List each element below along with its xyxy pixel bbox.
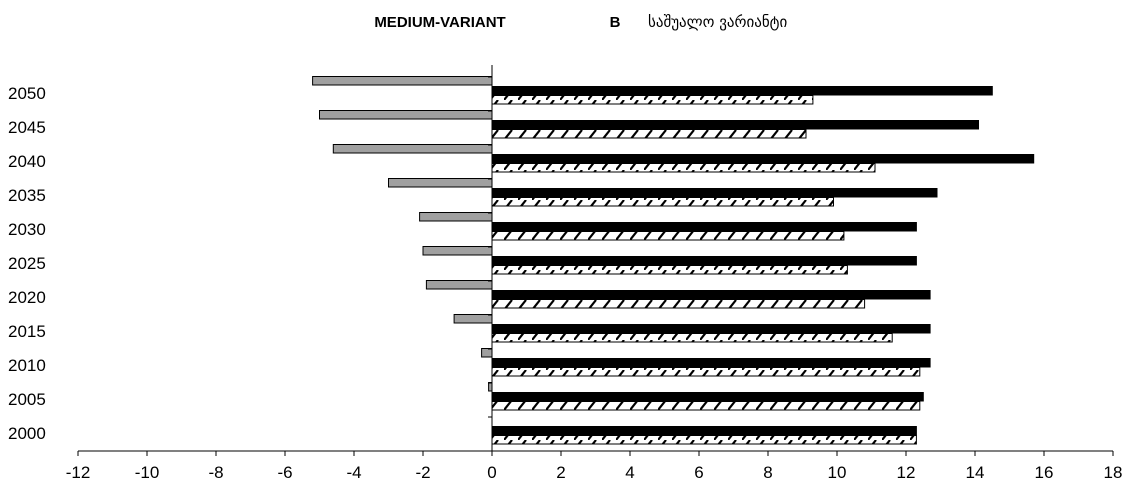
x-tick-label-6: 6	[694, 463, 703, 482]
y-tick-label-2030: 2030	[8, 220, 46, 239]
bar-black-2005	[491, 392, 924, 402]
bar-hatched-2035	[491, 197, 834, 207]
bar-hatched-2000	[491, 435, 917, 445]
x-tick-label-10: 10	[828, 463, 847, 482]
bar-hatched-2005	[491, 401, 921, 411]
y-tick-label-2050: 2050	[8, 84, 46, 103]
bar-black-2020	[491, 290, 931, 300]
x-tick-label-12: 12	[897, 463, 916, 482]
bar-black-2040	[491, 154, 1035, 164]
bar-gray-2020	[425, 280, 493, 290]
y-tick-label-2015: 2015	[8, 322, 46, 341]
x-tick-label--4: -4	[346, 463, 361, 482]
bar-hatched-2010	[491, 367, 921, 377]
y-tick-label-2040: 2040	[8, 152, 46, 171]
y-tick-label-2020: 2020	[8, 288, 46, 307]
x-tick-label--6: -6	[277, 463, 292, 482]
bar-gray-2045	[319, 110, 493, 120]
bar-gray-2010	[481, 348, 493, 358]
y-tick-label-2035: 2035	[8, 186, 46, 205]
bar-black-2030	[491, 222, 917, 232]
y-tick-label-2045: 2045	[8, 118, 46, 137]
x-tick-label-8: 8	[763, 463, 772, 482]
x-tick-label--2: -2	[415, 463, 430, 482]
y-tick-label-2005: 2005	[8, 390, 46, 409]
chart-title-main: MEDIUM-VARIANT	[374, 14, 505, 31]
y-tick-label-2000: 2000	[8, 424, 46, 443]
bar-hatched-2040	[491, 163, 876, 173]
x-tick-label-4: 4	[625, 463, 634, 482]
x-tick-label-2: 2	[556, 463, 565, 482]
bar-black-2025	[491, 256, 917, 266]
x-tick-label-16: 16	[1035, 463, 1054, 482]
x-tick-label--12: -12	[66, 463, 91, 482]
bar-hatched-2045	[491, 129, 807, 139]
bar-black-2050	[491, 86, 993, 96]
bar-gray-2050	[312, 76, 493, 86]
bar-black-2045	[491, 120, 979, 130]
chart-title-variant: B	[610, 14, 621, 31]
bar-hatched-2050	[491, 95, 814, 105]
y-tick-label-2010: 2010	[8, 356, 46, 375]
bar-black-2000	[491, 426, 917, 436]
bar-gray-2015	[453, 314, 493, 324]
bar-gray-2040	[332, 144, 493, 154]
y-tick-label-2025: 2025	[8, 254, 46, 273]
bar-hatched-2030	[491, 231, 845, 241]
bar-black-2010	[491, 358, 931, 368]
bar-gray-2030	[419, 212, 493, 222]
x-tick-label-0: 0	[487, 463, 496, 482]
bar-black-2015	[491, 324, 931, 334]
bar-hatched-2020	[491, 299, 866, 309]
bars-layer	[312, 76, 1035, 445]
bar-black-2035	[491, 188, 938, 198]
chart-title-georgian: საშუალო ვარიანტი	[648, 13, 787, 31]
labels-layer: 2000200520102015202020252030203520402045…	[8, 84, 1122, 482]
bar-hatched-2015	[491, 333, 893, 343]
x-tick-label-14: 14	[966, 463, 985, 482]
bar-gray-2025	[422, 246, 493, 256]
bar-gray-2035	[388, 178, 493, 188]
x-tick-label--8: -8	[208, 463, 223, 482]
axes-layer	[77, 65, 1114, 456]
bar-gray-2005	[488, 382, 493, 392]
bar-hatched-2025	[491, 265, 848, 275]
x-tick-label--10: -10	[135, 463, 160, 482]
x-tick-label-18: 18	[1104, 463, 1123, 482]
